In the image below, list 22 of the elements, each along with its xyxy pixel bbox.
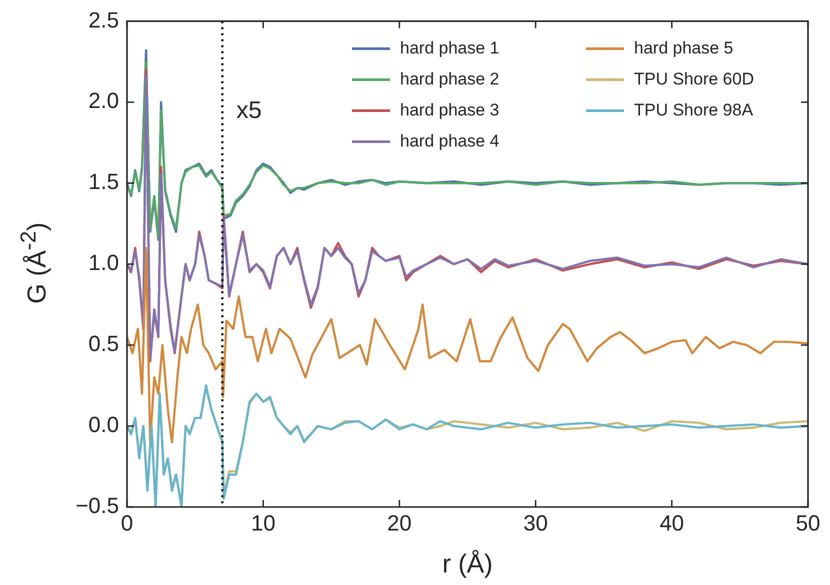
legend-label: TPU Shore 60D xyxy=(634,69,754,88)
y-tick-label: 2.0 xyxy=(88,88,119,114)
legend-label: hard phase 2 xyxy=(400,69,500,88)
x-tick-label: 10 xyxy=(250,510,276,536)
legend-label: hard phase 3 xyxy=(400,100,500,120)
legend-label: hard phase 1 xyxy=(400,38,500,58)
legend-label: TPU Shore 98A xyxy=(634,100,754,120)
legend-label: hard phase 4 xyxy=(400,131,500,150)
x-tick-label: 40 xyxy=(660,510,684,536)
x-axis-title: r (Å) xyxy=(442,548,493,579)
x-tick-label: 0 xyxy=(120,510,134,536)
y-tick-label: −0.5 xyxy=(76,493,119,518)
y-tick-label: 1.5 xyxy=(88,169,119,194)
y-tick-label: 2.5 xyxy=(88,7,119,32)
x-tick-label: 50 xyxy=(796,510,820,536)
legend-label: hard phase 5 xyxy=(634,38,734,58)
y-tick-label: 1.0 xyxy=(88,250,119,276)
y-tick-label: 0.0 xyxy=(88,412,119,438)
annotation: x5 xyxy=(236,96,262,124)
x-tick-label: 30 xyxy=(523,510,548,536)
y-tick-label: 0.5 xyxy=(88,331,119,356)
x-tick-label: 20 xyxy=(387,510,412,536)
